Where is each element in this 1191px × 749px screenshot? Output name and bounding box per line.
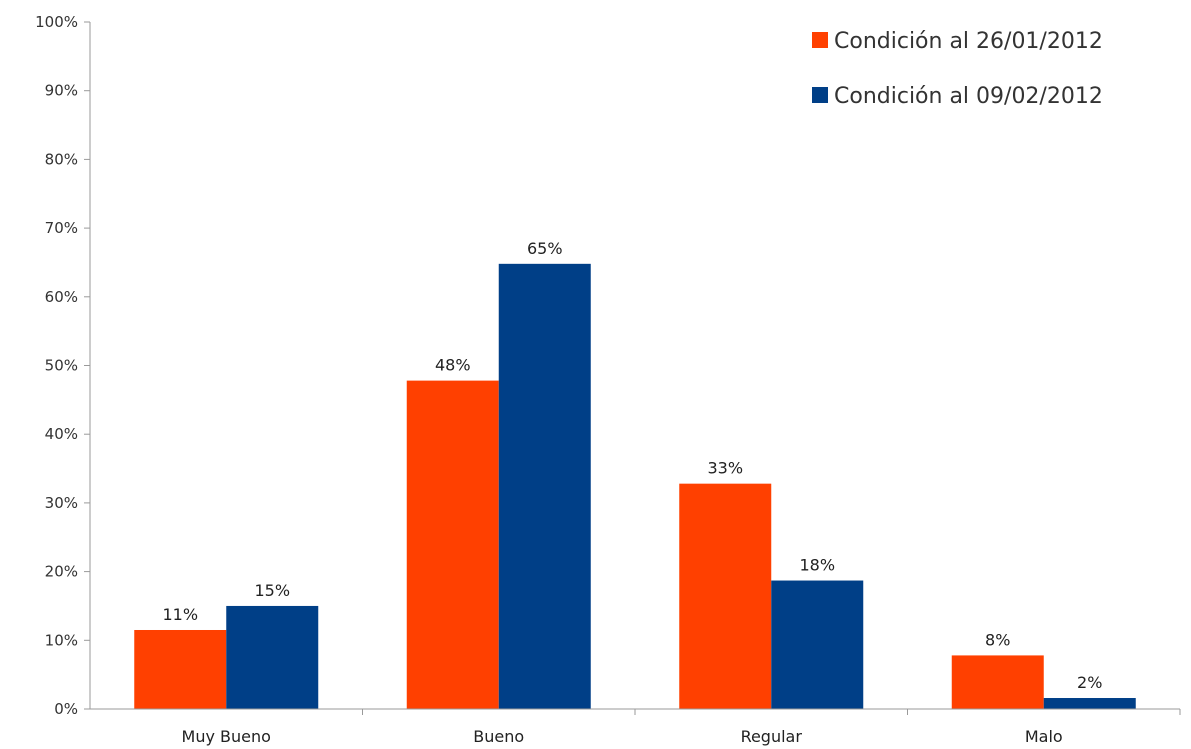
bar <box>1043 698 1136 709</box>
bar <box>134 629 227 709</box>
legend-swatch <box>812 87 828 103</box>
bars <box>134 263 1136 709</box>
bar <box>406 380 499 709</box>
bar <box>498 263 591 709</box>
bar <box>951 655 1044 709</box>
y-tick-label: 80% <box>45 150 78 168</box>
data-label: 48% <box>435 356 471 375</box>
data-label: 2% <box>1077 673 1102 692</box>
category-label: Regular <box>741 727 803 746</box>
data-labels: 11% 15% 48% 65% 33% 18% 8% 2% <box>162 239 1102 692</box>
category-label: Malo <box>1025 727 1063 746</box>
bar <box>771 580 864 709</box>
legend-label: Condición al 09/02/2012 <box>834 84 1103 109</box>
category-label: Bueno <box>473 727 524 746</box>
y-tick-label: 50% <box>45 357 78 375</box>
data-label: 15% <box>254 581 290 600</box>
y-tick-label: 10% <box>45 631 78 649</box>
bar <box>679 483 772 709</box>
y-tick-label: 100% <box>35 13 78 31</box>
data-label: 11% <box>162 605 198 624</box>
y-tick-label: 20% <box>45 563 78 581</box>
data-label: 18% <box>799 556 835 575</box>
y-axis: 0% 10% 20% 30% 40% 50% 60% 70% 80% 90% 100% <box>35 13 91 718</box>
legend-label: Condición al 26/01/2012 <box>834 29 1103 54</box>
data-label: 8% <box>985 630 1010 649</box>
legend: Condición al 26/01/2012 Condición al 09/0… <box>812 29 1103 109</box>
y-tick-label: 0% <box>54 700 78 718</box>
category-label: Muy Bueno <box>182 727 271 746</box>
y-tick-label: 70% <box>45 219 78 237</box>
y-tick-label: 60% <box>45 288 78 306</box>
y-tick-label: 90% <box>45 82 78 100</box>
bar <box>226 605 319 709</box>
x-axis: Muy Bueno Bueno Regular Malo <box>90 708 1181 746</box>
data-label: 65% <box>527 239 563 258</box>
legend-swatch <box>812 32 828 48</box>
data-label: 33% <box>707 459 743 478</box>
y-tick-label: 30% <box>45 494 78 512</box>
y-tick-label: 40% <box>45 425 78 443</box>
